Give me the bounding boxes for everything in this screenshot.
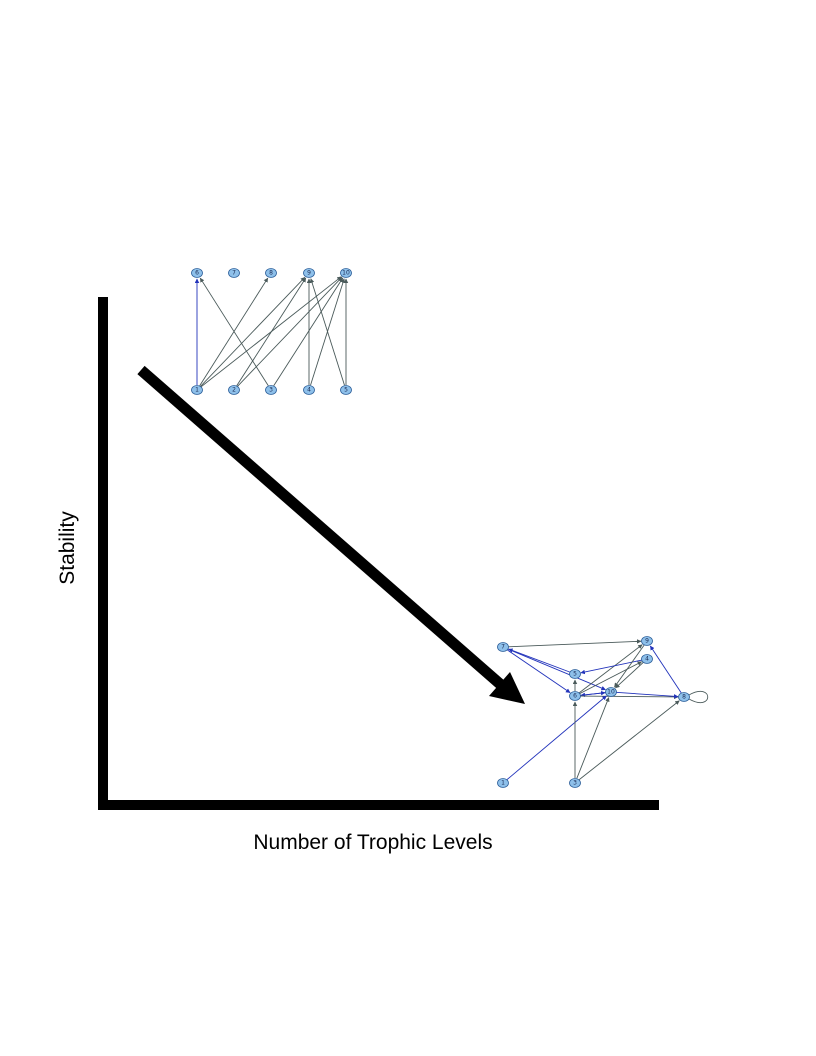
two-level-food-web-network: 1 2 3 4 5 6 7 8 9 10 bbox=[191, 268, 352, 395]
top-node-7: 7 bbox=[228, 268, 240, 278]
top-node-label: 3 bbox=[269, 387, 273, 394]
top-node-1: 1 bbox=[191, 385, 203, 395]
top-edge-n2-n10 bbox=[237, 277, 343, 387]
top-edge-n2-n9 bbox=[236, 277, 307, 387]
top-node-label: 9 bbox=[307, 270, 311, 277]
bottom-node-circle bbox=[569, 669, 581, 679]
top-node-circle bbox=[303, 268, 315, 278]
y-axis-title: Stability bbox=[56, 511, 79, 585]
top-node-label: 5 bbox=[344, 387, 348, 394]
top-edge-n3-n10 bbox=[273, 277, 344, 387]
top-node-label: 2 bbox=[232, 387, 236, 394]
bottom-node-label: 6 bbox=[573, 693, 577, 700]
top-edge-n1-n8 bbox=[199, 277, 269, 387]
bottom-edge-m4-m10 bbox=[615, 662, 644, 689]
bottom-node-4: 4 bbox=[641, 654, 653, 664]
network-edges bbox=[506, 639, 709, 781]
bottom-edge-m6-m4 bbox=[579, 661, 643, 695]
bottom-edge-m8-m9 bbox=[649, 645, 682, 694]
bottom-node-circle bbox=[569, 691, 581, 701]
x-axis-title: Number of Trophic Levels bbox=[253, 831, 492, 854]
bottom-node-6: 6 bbox=[569, 691, 581, 701]
bottom-node-label: 5 bbox=[573, 671, 577, 678]
bottom-edge-m10-m6 bbox=[580, 692, 607, 698]
bottom-node-circle bbox=[497, 778, 509, 788]
top-node-circle bbox=[228, 385, 240, 395]
bottom-edge-m10-m8 bbox=[615, 691, 679, 699]
bottom-node-label: 1 bbox=[501, 780, 505, 787]
top-node-5: 5 bbox=[340, 385, 352, 395]
bottom-node-circle bbox=[678, 692, 690, 702]
bottom-node-label: 9 bbox=[645, 638, 649, 645]
multi-level-food-web-network: 7 9 4 5 6 10 8 1 3 bbox=[497, 636, 709, 788]
bottom-node-label: 10 bbox=[607, 689, 615, 696]
top-node-circle bbox=[340, 268, 352, 278]
bottom-edge-m6-m9 bbox=[578, 644, 643, 694]
network-edges bbox=[194, 276, 349, 388]
bottom-edge-m3-m10 bbox=[576, 697, 610, 779]
bottom-node-1: 1 bbox=[497, 778, 509, 788]
top-node-circle bbox=[303, 385, 315, 395]
bottom-self-loop-edge bbox=[688, 690, 709, 704]
top-node-label: 4 bbox=[307, 387, 311, 394]
bottom-node-label: 8 bbox=[682, 694, 686, 701]
bottom-edge-m7-m6 bbox=[506, 649, 571, 693]
top-node-4: 4 bbox=[303, 385, 315, 395]
top-node-label: 1 bbox=[195, 387, 199, 394]
bottom-node-10: 10 bbox=[605, 687, 617, 697]
top-node-circle bbox=[191, 268, 203, 278]
top-edge-n5-n9 bbox=[309, 278, 345, 386]
bottom-edge-m6-m8 bbox=[579, 694, 679, 700]
top-node-label: 6 bbox=[195, 270, 199, 277]
top-node-circle bbox=[228, 268, 240, 278]
bottom-node-circle bbox=[641, 654, 653, 664]
top-node-label: 10 bbox=[342, 270, 350, 277]
bottom-edge-m5-m7 bbox=[508, 648, 571, 673]
bottom-node-label: 7 bbox=[501, 644, 505, 651]
x-axis-line bbox=[98, 800, 659, 810]
top-edge-n1-n9 bbox=[200, 277, 306, 387]
top-node-circle bbox=[265, 268, 277, 278]
bottom-node-circle bbox=[641, 636, 653, 646]
y-axis-line bbox=[98, 297, 108, 809]
bottom-edge-m1-m10 bbox=[506, 695, 607, 781]
top-node-9: 9 bbox=[303, 268, 315, 278]
bottom-node-label: 4 bbox=[645, 656, 649, 663]
top-node-10: 10 bbox=[340, 268, 352, 278]
bottom-node-3: 3 bbox=[569, 778, 581, 788]
bottom-node-circle bbox=[605, 687, 617, 697]
top-edge-n3-n6 bbox=[199, 277, 269, 387]
network-nodes: 7 9 4 5 6 10 8 1 3 bbox=[497, 636, 690, 788]
bottom-edge-m3-m8 bbox=[578, 700, 680, 781]
top-node-3: 3 bbox=[265, 385, 277, 395]
bottom-edge-m7-m10 bbox=[507, 648, 606, 691]
bottom-node-circle bbox=[497, 642, 509, 652]
top-node-6: 6 bbox=[191, 268, 203, 278]
top-node-label: 8 bbox=[269, 270, 273, 277]
bottom-node-label: 3 bbox=[573, 780, 577, 787]
bottom-node-7: 7 bbox=[497, 642, 509, 652]
trend-arrow bbox=[137, 365, 525, 704]
top-node-circle bbox=[191, 385, 203, 395]
network-nodes: 1 2 3 4 5 6 7 8 9 10 bbox=[191, 268, 352, 395]
top-node-label: 7 bbox=[232, 270, 236, 277]
top-node-8: 8 bbox=[265, 268, 277, 278]
bottom-node-8: 8 bbox=[678, 692, 690, 702]
bottom-edge-m7-m9 bbox=[507, 639, 642, 648]
top-node-2: 2 bbox=[228, 385, 240, 395]
top-node-circle bbox=[340, 385, 352, 395]
bottom-node-circle bbox=[569, 778, 581, 788]
bottom-node-9: 9 bbox=[641, 636, 653, 646]
bottom-node-5: 5 bbox=[569, 669, 581, 679]
bottom-edge-m9-m10 bbox=[614, 644, 645, 688]
top-node-circle bbox=[265, 385, 277, 395]
